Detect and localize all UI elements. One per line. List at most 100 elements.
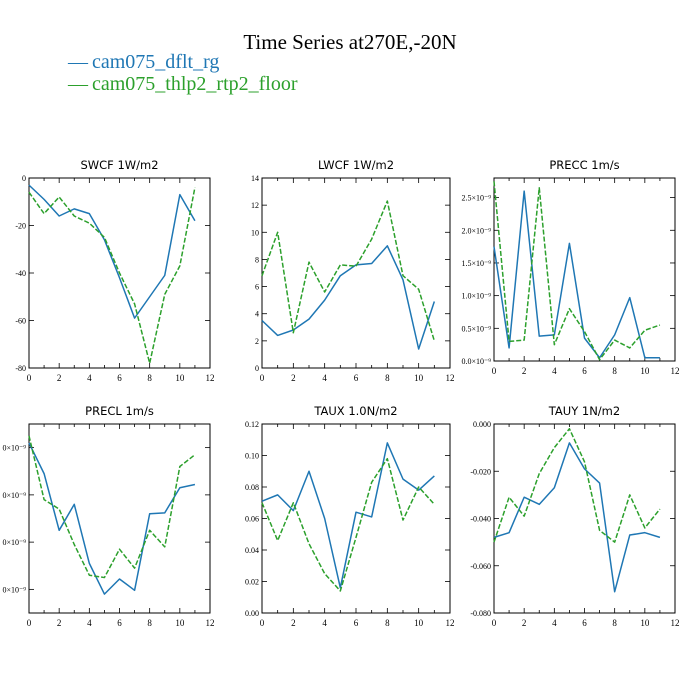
x-tick-label: 10 bbox=[414, 618, 424, 628]
x-tick-label: 12 bbox=[206, 618, 215, 628]
y-tick-label: 2 bbox=[255, 337, 259, 346]
x-tick-label: 0 bbox=[27, 618, 32, 628]
legend-entry-1: — cam075_thlp2_rtp2_floor bbox=[67, 73, 298, 95]
x-tick-label: 6 bbox=[582, 618, 587, 628]
x-tick-label: 12 bbox=[206, 373, 215, 383]
y-tick-label: -0.020 bbox=[470, 467, 491, 476]
x-tick-label: 2 bbox=[522, 618, 527, 628]
series-line-0 bbox=[493, 190, 660, 359]
y-tick-label: 0×10⁻⁹ bbox=[2, 444, 26, 453]
series-line-0 bbox=[28, 442, 196, 595]
y-tick-label: 8 bbox=[255, 255, 259, 264]
x-tick-label: 4 bbox=[552, 618, 557, 628]
series-line-0 bbox=[493, 442, 661, 593]
x-tick-label: 10 bbox=[640, 618, 650, 628]
x-tick-label: 4 bbox=[322, 373, 327, 383]
chart-panel-2: PRECC 1m/s 0 2 4 6 8 10 12 0.0×10⁻⁹ 0.5×10⁻⁹ 1.0×1… bbox=[461, 158, 679, 376]
y-tick-label: 1.5×10⁻⁹ bbox=[461, 259, 491, 268]
series-line-0 bbox=[28, 184, 196, 319]
x-tick-label: 12 bbox=[671, 618, 680, 628]
legend-entry-0: — cam075_dflt_rg bbox=[67, 51, 219, 73]
x-tick-label: 2 bbox=[57, 618, 62, 628]
y-tick-label: 0.02 bbox=[245, 578, 259, 587]
x-tick-label: 2 bbox=[291, 373, 296, 383]
y-tick-label: 0 bbox=[22, 174, 26, 183]
series-line-1 bbox=[261, 200, 436, 342]
chart-panel-5: TAUY 1N/m2 0 2 4 6 8 10 12 -0.080 -0.060 -0.040 -0.… bbox=[470, 404, 679, 628]
x-tick-label: 8 bbox=[385, 618, 390, 628]
y-tick-label: 0.06 bbox=[245, 515, 259, 524]
legend-label-1: cam075_thlp2_rtp2_floor bbox=[92, 73, 298, 95]
x-tick-label: 0 bbox=[260, 618, 265, 628]
x-tick-label: 0 bbox=[27, 373, 32, 383]
y-tick-label: 0.000 bbox=[473, 420, 491, 429]
y-tick-label: -0.060 bbox=[470, 562, 491, 571]
legend-marker-1: — bbox=[67, 73, 89, 95]
x-tick-label: 0 bbox=[492, 618, 497, 628]
y-tick-label: 1.0×10⁻⁹ bbox=[461, 292, 491, 301]
legend-label-0: cam075_dflt_rg bbox=[92, 51, 219, 73]
panel-title: PRECC 1m/s bbox=[549, 158, 619, 172]
y-tick-label: -20 bbox=[15, 222, 26, 231]
y-tick-label: 12 bbox=[251, 201, 259, 210]
chart-panel-1: LWCF 1W/m2 0 2 4 6 8 10 12 0 2 4 6 8 10 12 14 bbox=[251, 158, 455, 383]
x-tick-label: 2 bbox=[291, 618, 296, 628]
series-line-0 bbox=[261, 442, 435, 589]
y-tick-label: 0.00 bbox=[245, 609, 259, 618]
legend-marker-0: — bbox=[67, 51, 89, 73]
x-tick-label: 4 bbox=[87, 618, 92, 628]
series-line-1 bbox=[28, 187, 196, 364]
y-tick-label: 0.10 bbox=[245, 452, 259, 461]
x-tick-label: 2 bbox=[57, 373, 62, 383]
y-tick-label: -60 bbox=[15, 317, 26, 326]
x-tick-label: 10 bbox=[640, 366, 650, 376]
y-tick-label: -0.040 bbox=[470, 515, 491, 524]
x-tick-label: 2 bbox=[522, 366, 527, 376]
x-tick-label: 8 bbox=[612, 366, 617, 376]
y-tick-label: 2.5×10⁻⁹ bbox=[461, 194, 491, 203]
panel-title: TAUY 1N/m2 bbox=[548, 404, 620, 418]
series-line-1 bbox=[261, 457, 435, 592]
y-tick-label: 0×10⁻⁹ bbox=[2, 538, 26, 547]
chart-panel-3: PRECL 1m/s 0 2 4 6 8 10 12 0×10⁻⁹ 0×10⁻⁹ 0×10⁻⁹ 0×1… bbox=[2, 404, 214, 628]
x-tick-label: 4 bbox=[87, 373, 92, 383]
panel-title: SWCF 1W/m2 bbox=[80, 158, 158, 172]
x-tick-label: 10 bbox=[175, 373, 185, 383]
y-tick-label: 4 bbox=[255, 310, 259, 319]
y-tick-label: 0.12 bbox=[245, 420, 259, 429]
y-tick-label: 6 bbox=[255, 283, 259, 292]
series-line-1 bbox=[493, 427, 661, 543]
y-tick-label: 0 bbox=[255, 364, 259, 373]
x-tick-label: 6 bbox=[582, 366, 587, 376]
y-tick-label: 0.0×10⁻⁹ bbox=[461, 357, 491, 366]
chart-panels: SWCF 1W/m2 0 2 4 6 8 10 12 -80 -60 -40 -20 0 LWCF 1W/… bbox=[2, 158, 679, 628]
x-tick-label: 10 bbox=[175, 618, 185, 628]
y-tick-label: 10 bbox=[251, 228, 259, 237]
x-tick-label: 4 bbox=[552, 366, 557, 376]
legend: — cam075_dflt_rg — cam075_thlp2_rtp2_floor bbox=[67, 51, 298, 95]
x-tick-label: 0 bbox=[492, 366, 497, 376]
y-tick-label: -80 bbox=[15, 364, 26, 373]
x-tick-label: 10 bbox=[414, 373, 424, 383]
figure-title: Time Series at270E,-20N bbox=[243, 30, 456, 54]
x-tick-label: 6 bbox=[117, 618, 122, 628]
x-tick-label: 8 bbox=[147, 373, 152, 383]
y-tick-label: -40 bbox=[15, 269, 26, 278]
y-tick-label: 14 bbox=[251, 174, 259, 183]
x-tick-label: 6 bbox=[117, 373, 122, 383]
series-line-1 bbox=[493, 181, 661, 361]
x-tick-label: 4 bbox=[322, 618, 327, 628]
y-tick-label: 2.0×10⁻⁹ bbox=[461, 226, 491, 235]
plot-frame bbox=[261, 423, 451, 614]
x-tick-label: 8 bbox=[385, 373, 390, 383]
y-tick-label: 0.04 bbox=[245, 546, 259, 555]
y-tick-label: 0×10⁻⁹ bbox=[2, 491, 26, 500]
panel-title: LWCF 1W/m2 bbox=[318, 158, 394, 172]
x-tick-label: 0 bbox=[260, 373, 265, 383]
y-tick-label: 0.08 bbox=[245, 483, 259, 492]
y-tick-label: 0×10⁻⁹ bbox=[2, 585, 26, 594]
x-tick-label: 6 bbox=[354, 618, 359, 628]
x-tick-label: 12 bbox=[446, 618, 455, 628]
series-line-1 bbox=[28, 435, 196, 579]
